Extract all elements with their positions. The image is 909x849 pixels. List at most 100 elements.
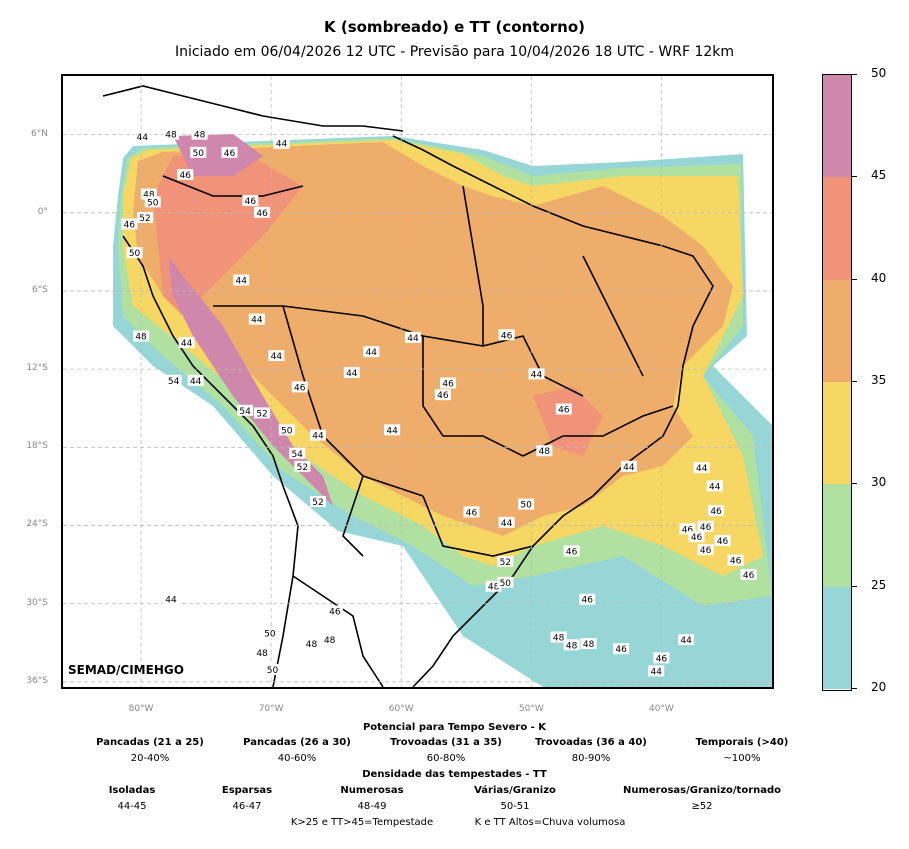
tt-label-text: 52	[139, 214, 150, 224]
tt-contour-label: 46	[653, 652, 670, 664]
state-border-2	[482, 335, 584, 397]
legend-k-item-range: 60-80%	[426, 753, 466, 764]
tt-contour-label: 44	[178, 337, 195, 349]
tt-contour-label: 52	[294, 460, 311, 473]
tt-label-text: 48	[488, 583, 500, 593]
tt-label-bg	[133, 330, 150, 342]
tt-label-bg	[498, 516, 515, 528]
tt-label-bg	[693, 462, 710, 474]
tt-label-bg	[613, 643, 630, 655]
tt-label-bg	[555, 403, 572, 415]
tt-label-bg	[134, 131, 151, 143]
colorbar-tick	[852, 176, 857, 178]
tt-label-bg	[404, 331, 421, 343]
tt-label-bg	[579, 593, 596, 605]
tt-contour-label: 46	[579, 593, 596, 606]
tt-label-text: 52	[500, 558, 511, 568]
legend-k-item-range: 20-40%	[130, 753, 170, 764]
lat-label: 36°S	[26, 675, 48, 686]
tt-label-bg	[440, 377, 457, 389]
legend-tt-item-range: 48-49	[357, 801, 387, 812]
tt-contour-label: 48	[133, 330, 150, 343]
tt-label-text: 48	[566, 641, 578, 651]
tt-contour-label: 50	[144, 196, 161, 208]
tt-label-bg	[178, 337, 195, 349]
tt-label-bg	[136, 212, 153, 224]
tt-label-bg	[697, 520, 714, 532]
tt-label-text: 46	[710, 507, 722, 517]
tt-contour-label: 48	[303, 638, 320, 650]
k-colorbar	[822, 74, 852, 691]
legend-k-item-range: 40-60%	[277, 753, 317, 764]
tt-label-text: 48	[135, 333, 147, 343]
state-border-5	[582, 255, 644, 377]
tt-label-text: 54	[168, 377, 180, 387]
tt-label-text: 44	[251, 316, 263, 326]
tt-label-text: 48	[306, 640, 318, 650]
colorbar-tick-label: 50	[871, 66, 887, 80]
tt-label-text: 44	[235, 277, 247, 287]
tt-label-bg	[261, 627, 278, 639]
tt-label-text: 44	[407, 334, 419, 344]
tt-contour-label: 44	[273, 137, 290, 150]
tt-contour-label: 44	[693, 462, 710, 474]
tt-label-bg	[485, 580, 502, 592]
colorbar-tick	[852, 483, 857, 485]
tt-label-text: 46	[615, 645, 627, 655]
tt-label-bg	[498, 329, 515, 341]
lat-label: 18°S	[26, 441, 48, 452]
tt-contour-label: 50	[190, 146, 207, 159]
tt-label-bg	[162, 593, 179, 605]
legend-tt-item-label: Numerosas/Granizo/tornado	[622, 785, 782, 796]
tt-label-bg	[580, 638, 597, 650]
legend-k-item-range: 80-90%	[571, 753, 611, 764]
tt-contour-label: 44	[528, 368, 545, 380]
lon-label: 50°W	[518, 704, 544, 714]
tt-label-text: 44	[531, 370, 543, 380]
tt-contour-label: 46	[440, 377, 457, 389]
tt-label-text: 50	[129, 249, 141, 259]
tt-contour-label: 44	[648, 665, 665, 677]
lat-label: 24°S	[26, 519, 48, 530]
tt-label-text: 46	[245, 197, 257, 207]
tt-label-text: 50	[264, 630, 276, 640]
tt-label-bg	[384, 424, 401, 436]
tt-label-bg	[463, 506, 480, 518]
legend-k-item-label: Pancadas (21 a 25)	[96, 737, 204, 748]
tt-label-text: 46	[700, 523, 712, 533]
coastline-argentina	[292, 575, 384, 687]
tt-label-bg	[563, 639, 580, 651]
tt-contour-label: 46	[221, 146, 238, 159]
tt-label-bg	[294, 460, 311, 472]
tt-label-bg	[221, 146, 238, 158]
tt-contour-label: 46	[563, 545, 580, 558]
colorbar-segment	[823, 382, 851, 485]
lon-label: 60°W	[388, 704, 414, 714]
tt-label-text: 46	[743, 571, 755, 581]
tt-label-bg	[648, 665, 665, 677]
tt-contour-label: 46	[555, 403, 572, 416]
tt-contour-label: 48	[140, 188, 157, 201]
colorbar-tick	[852, 585, 857, 587]
tt-contour-label: 48	[321, 634, 338, 646]
tt-contour-label: 44	[363, 346, 380, 358]
country-border-1	[162, 175, 304, 197]
tt-contour-label: 46	[121, 218, 138, 231]
colorbar-tick-label: 35	[871, 373, 887, 387]
tt-label-bg	[697, 544, 714, 556]
tt-label-text: 44	[276, 140, 288, 150]
legend-k-item-label: Trovoadas (36 a 40)	[535, 737, 647, 748]
tt-contour-label: 50	[264, 664, 281, 676]
tt-label-bg	[434, 389, 451, 401]
tt-contour-label: 52	[309, 496, 326, 508]
legend-k-item-label: Pancadas (26 a 30)	[243, 737, 351, 748]
lat-label: 0°	[37, 206, 48, 217]
tt-label-text: 46	[501, 331, 513, 341]
tt-label-text: 44	[271, 352, 283, 362]
state-border-6	[422, 495, 534, 557]
colorbar-tick	[852, 74, 857, 75]
legend-tt-item-range: 46-47	[232, 801, 262, 812]
tt-label-text: 52	[297, 463, 308, 473]
tt-contour-label: 44	[248, 313, 265, 326]
tt-contour-label: 46	[688, 531, 705, 543]
